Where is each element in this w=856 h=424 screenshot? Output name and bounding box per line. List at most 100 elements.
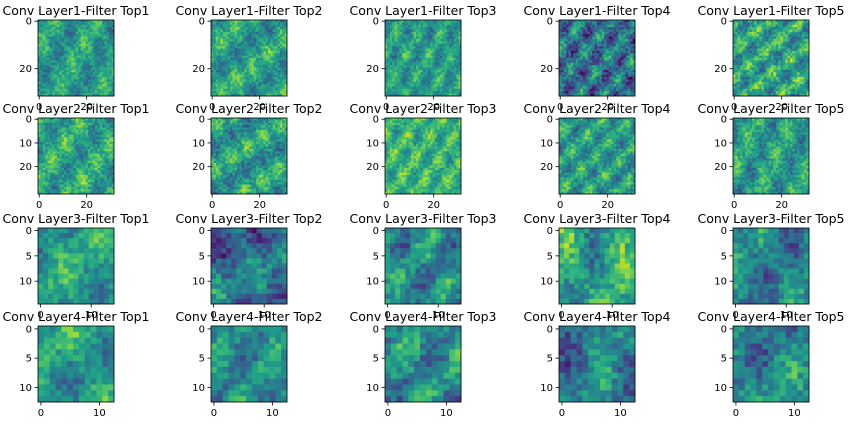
heatmap-cell bbox=[616, 43, 619, 47]
heatmap-cell bbox=[773, 46, 777, 49]
heatmap-cell bbox=[45, 77, 48, 80]
heatmap-cell bbox=[575, 86, 579, 90]
heatmap-cell bbox=[265, 55, 269, 59]
heatmap-cell bbox=[446, 79, 450, 83]
heatmap-cell bbox=[268, 27, 271, 30]
heatmap-cell bbox=[580, 46, 584, 49]
heatmap-cell bbox=[423, 67, 426, 71]
heatmap-cell bbox=[111, 34, 115, 37]
heatmap-cell bbox=[630, 39, 633, 42]
heatmap-cell bbox=[775, 22, 779, 26]
heatmap-cell bbox=[763, 43, 767, 47]
heatmap-cell bbox=[768, 58, 772, 61]
heatmap-cell bbox=[249, 84, 252, 87]
heatmap-cell bbox=[801, 24, 805, 28]
heatmap-cell bbox=[282, 72, 285, 75]
heatmap-cell bbox=[406, 34, 410, 37]
heatmap-cell bbox=[230, 50, 233, 54]
heatmap-cell bbox=[559, 24, 562, 28]
heatmap-cell bbox=[585, 29, 588, 33]
heatmap-cell bbox=[277, 60, 281, 64]
heatmap-cell bbox=[61, 41, 65, 45]
heatmap-cell bbox=[740, 81, 743, 85]
heatmap-cell bbox=[246, 60, 250, 64]
heatmap-cell bbox=[47, 41, 51, 45]
heatmap-cell bbox=[275, 91, 278, 94]
heatmap-cell bbox=[49, 43, 53, 47]
heatmap-cell bbox=[759, 81, 762, 85]
heatmap-cell bbox=[790, 79, 793, 83]
heatmap-cell bbox=[427, 27, 431, 30]
heatmap-cell bbox=[392, 77, 395, 80]
heatmap-cell bbox=[57, 67, 60, 71]
heatmap-cell bbox=[284, 46, 288, 49]
heatmap-cell bbox=[415, 74, 419, 78]
heatmap-cell bbox=[771, 60, 774, 64]
heatmap-cell bbox=[761, 60, 765, 64]
heatmap-cell bbox=[625, 84, 629, 87]
heatmap-cell bbox=[592, 22, 595, 26]
heatmap-cell bbox=[442, 74, 445, 78]
heatmap-cell bbox=[277, 41, 281, 45]
heatmap-cell bbox=[272, 55, 276, 59]
heatmap-cell bbox=[258, 34, 262, 37]
heatmap-cell bbox=[768, 39, 772, 42]
heatmap-cell bbox=[61, 91, 65, 94]
heatmap-cell bbox=[275, 79, 278, 83]
heatmap-cell bbox=[434, 88, 438, 92]
heatmap-cell bbox=[392, 29, 395, 33]
heatmap-cell bbox=[272, 31, 276, 35]
heatmap-cell bbox=[780, 62, 784, 66]
heatmap-cell bbox=[401, 58, 405, 61]
heatmap-cell bbox=[237, 24, 240, 28]
heatmap-cell bbox=[742, 39, 746, 42]
heatmap-cell bbox=[59, 53, 63, 56]
heatmap-cell bbox=[260, 27, 264, 30]
heatmap-cell bbox=[401, 77, 405, 80]
heatmap-cell bbox=[258, 65, 262, 68]
heatmap-cell bbox=[57, 41, 60, 45]
heatmap-cell bbox=[249, 81, 252, 85]
heatmap-cell bbox=[608, 46, 612, 49]
heatmap-cell bbox=[423, 50, 426, 54]
heatmap-cell bbox=[234, 65, 238, 68]
heatmap-cell bbox=[761, 67, 765, 71]
heatmap-cell bbox=[442, 31, 445, 35]
heatmap-cell bbox=[389, 79, 393, 83]
heatmap-cell bbox=[432, 65, 436, 68]
heatmap-cell bbox=[787, 24, 791, 28]
heatmap-cell bbox=[740, 72, 743, 75]
heatmap-cell bbox=[575, 55, 579, 59]
heatmap-cell bbox=[249, 50, 252, 54]
heatmap-cell bbox=[601, 55, 605, 59]
heatmap-cell bbox=[111, 27, 115, 30]
heatmap-cell bbox=[218, 81, 221, 85]
heatmap-cell bbox=[425, 27, 429, 30]
heatmap-cell bbox=[92, 67, 96, 71]
heatmap-cell bbox=[396, 29, 400, 33]
heatmap-cell bbox=[394, 91, 398, 94]
heatmap-cell bbox=[623, 86, 626, 90]
heatmap-cell bbox=[275, 41, 278, 45]
heatmap-cell bbox=[415, 88, 419, 92]
heatmap-cell bbox=[451, 50, 455, 54]
heatmap-cell bbox=[54, 50, 58, 54]
heatmap-cell bbox=[220, 27, 224, 30]
heatmap-cell bbox=[38, 69, 41, 73]
heatmap-cell bbox=[425, 53, 429, 56]
heatmap-cell bbox=[792, 50, 796, 54]
heatmap-cell bbox=[451, 34, 455, 37]
heatmap-cell bbox=[415, 81, 419, 85]
heatmap-cell bbox=[220, 55, 224, 59]
heatmap-cell bbox=[418, 74, 421, 78]
heatmap-cell bbox=[80, 69, 84, 73]
heatmap-cell bbox=[277, 58, 281, 61]
heatmap-cell bbox=[38, 55, 41, 59]
heatmap-cell bbox=[632, 74, 636, 78]
heatmap-cell bbox=[604, 36, 607, 40]
heatmap-cell bbox=[794, 55, 798, 59]
heatmap-cell bbox=[282, 84, 285, 87]
heatmap-cell bbox=[430, 50, 433, 54]
heatmap-cell bbox=[573, 24, 576, 28]
heatmap-cell bbox=[52, 93, 55, 97]
